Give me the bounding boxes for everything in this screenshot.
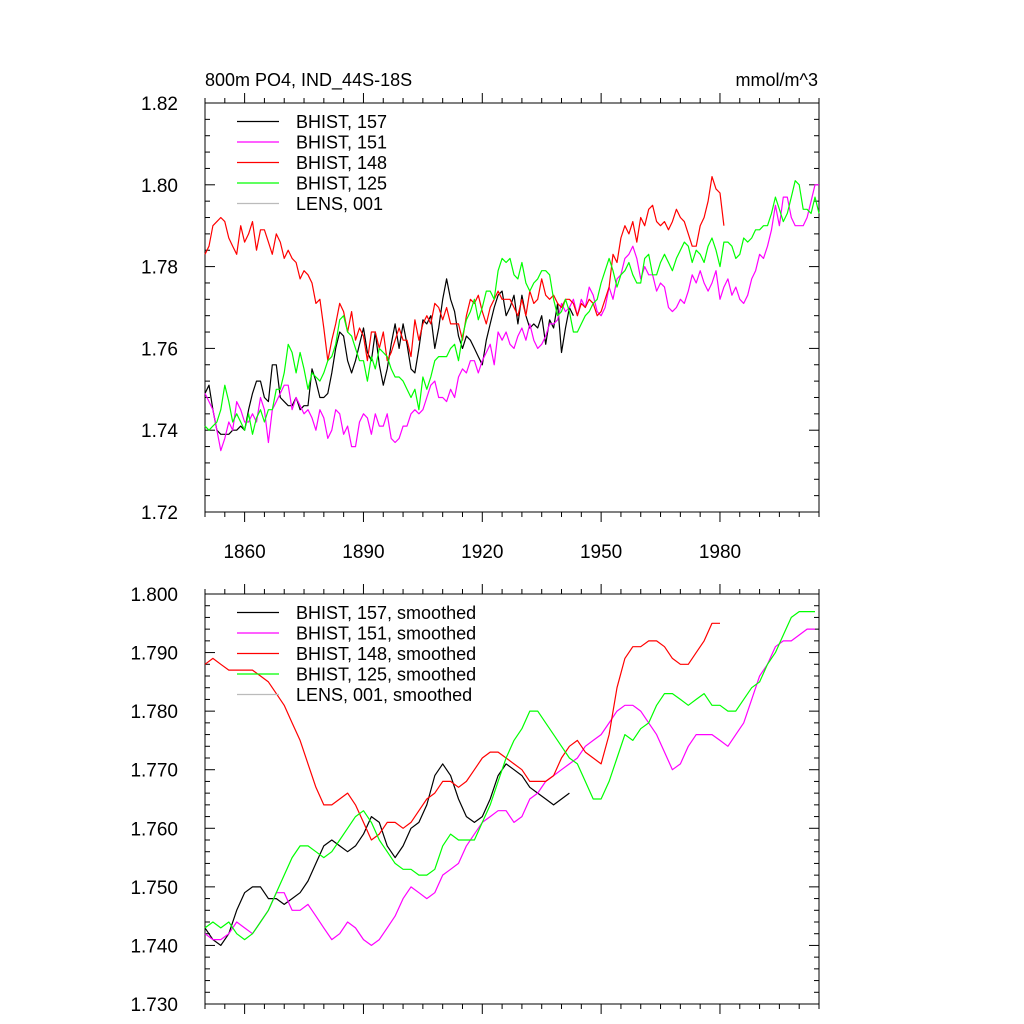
series-line (204, 184, 819, 452)
y-tick-label: 1.82 (141, 94, 178, 115)
legend-label: LENS, 001 (296, 194, 383, 214)
series-line (204, 180, 820, 435)
series-line (204, 610, 815, 941)
y-tick-label: 1.80 (141, 176, 178, 197)
legend-label: BHIST, 151 (296, 133, 387, 153)
top-panel-series (204, 176, 820, 452)
series-line (204, 628, 815, 947)
top-panel-ticks: 1.72 1.74 1.76 1.78 1.80 1.82 1860 1890 1920 1950… (141, 93, 820, 563)
bottom-panel-ticks: 1.730 1.740 1.750 1.760 1.770 1.780 1.790 1.800 (130, 584, 820, 1016)
y-tick-label: 1.800 (130, 585, 178, 606)
y-tick-label: 1.740 (130, 936, 178, 957)
bottom-panel-series (204, 610, 815, 947)
legend-label: BHIST, 125, smoothed (296, 665, 476, 685)
x-tick-label: 1950 (580, 542, 622, 563)
y-tick-label: 1.790 (130, 644, 178, 665)
top-panel-units: mmol/m^3 (736, 70, 818, 90)
y-tick-label: 1.750 (130, 878, 178, 899)
x-tick-label: 1920 (461, 542, 503, 563)
y-tick-label: 1.770 (130, 761, 178, 782)
x-tick-label: 1980 (699, 542, 741, 563)
y-tick-label: 1.76 (141, 339, 178, 360)
top-panel-frame (204, 102, 820, 513)
x-tick-label: 1860 (223, 542, 265, 563)
series-line (204, 763, 570, 947)
legend-label: BHIST, 148 (296, 153, 387, 173)
legend-label: BHIST, 125 (296, 174, 387, 194)
x-tick-label: 1890 (342, 542, 384, 563)
y-tick-label: 1.72 (141, 503, 178, 524)
y-tick-label: 1.78 (141, 258, 178, 279)
top-panel-title: 800m PO4, IND_44S-18S (205, 70, 412, 91)
series-line (204, 622, 720, 841)
y-tick-label: 1.780 (130, 702, 178, 723)
legend-label: BHIST, 157 (296, 112, 387, 132)
top-panel: 800m PO4, IND_44S-18S mmol/m^3 1.721.741… (141, 70, 820, 563)
legend-label: LENS, 001, smoothed (296, 685, 472, 705)
y-tick-label: 1.74 (141, 421, 178, 442)
bottom-panel: 1.730 1.740 1.750 1.760 1.770 1.780 1.790 1.800… (130, 584, 820, 1016)
y-tick-label: 1.760 (130, 819, 178, 840)
y-tick-label: 1.730 (130, 995, 178, 1016)
legend-label: BHIST, 148, smoothed (296, 644, 476, 664)
legend-label: BHIST, 157, smoothed (296, 603, 476, 623)
legend-label: BHIST, 151, smoothed (296, 624, 476, 644)
bottom-panel-frame (204, 593, 820, 1005)
